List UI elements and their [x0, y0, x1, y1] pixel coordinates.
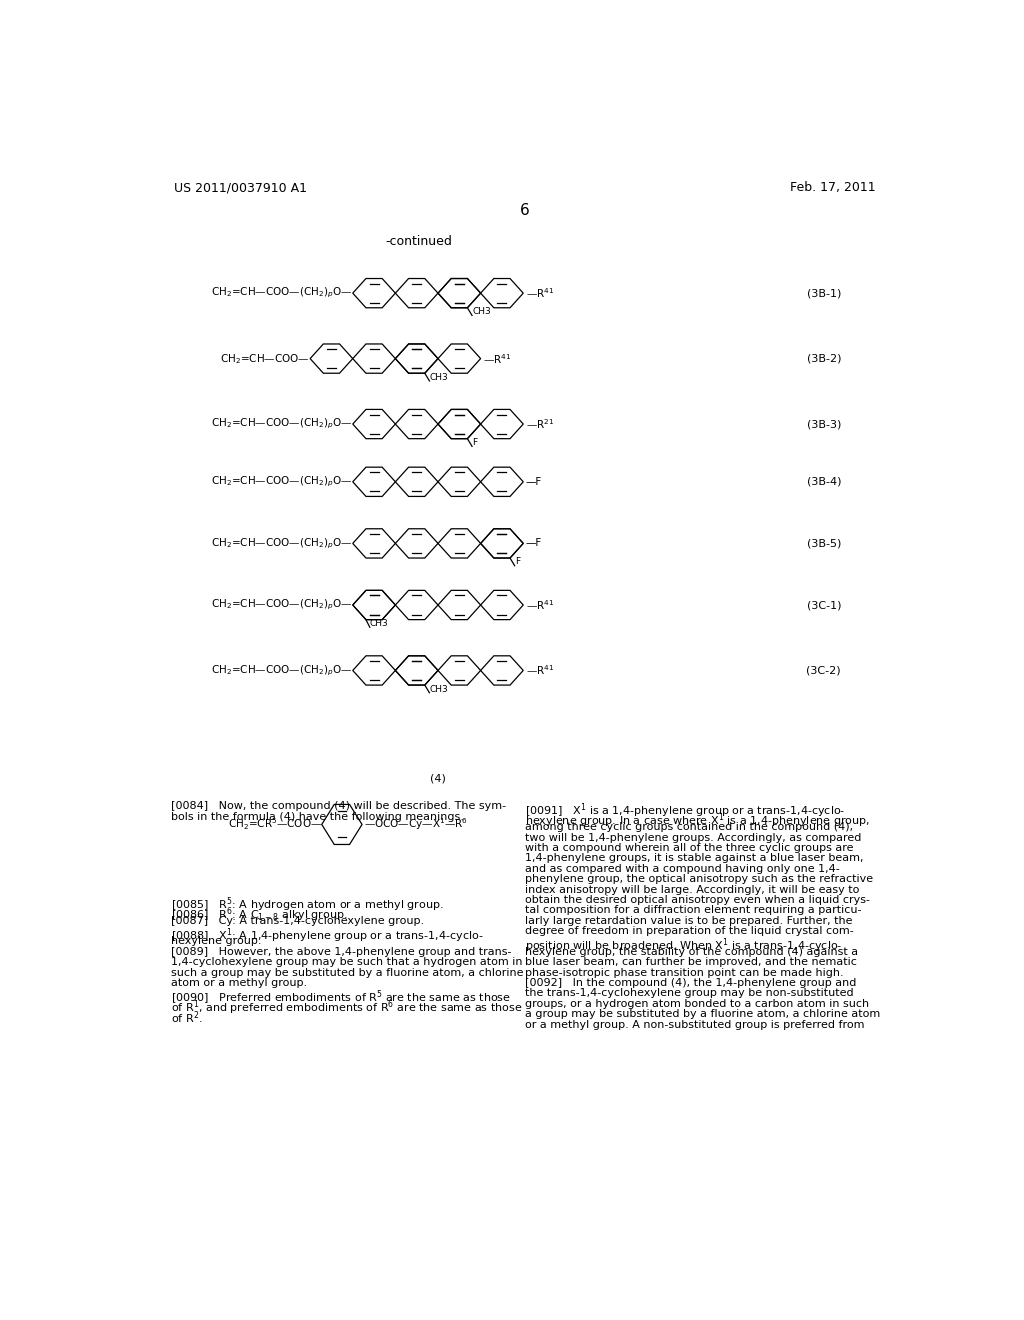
Text: such a group may be substituted by a fluorine atom, a chlorine: such a group may be substituted by a flu… [171, 968, 523, 978]
Text: CH$_2$=CH—COO—(CH$_2$)$_{p}$O—: CH$_2$=CH—COO—(CH$_2$)$_{p}$O— [211, 663, 352, 677]
Text: [0089]   However, the above 1,4-phenylene group and trans-: [0089] However, the above 1,4-phenylene … [171, 946, 511, 957]
Text: [0087]   Cy: A trans-1,4-cyclohexylene group.: [0087] Cy: A trans-1,4-cyclohexylene gro… [171, 916, 424, 925]
Text: groups, or a hydrogen atom bonded to a carbon atom in such: groups, or a hydrogen atom bonded to a c… [524, 999, 869, 1008]
Text: F: F [472, 438, 477, 447]
Text: CH3: CH3 [370, 619, 388, 628]
Text: [0088]   X$^1$: A 1,4-phenylene group or a trans-1,4-cyclo-: [0088] X$^1$: A 1,4-phenylene group or a… [171, 927, 483, 945]
Text: (3B-5): (3B-5) [807, 539, 841, 548]
Text: the trans-1,4-cyclohexylene group may be non-substituted: the trans-1,4-cyclohexylene group may be… [524, 989, 853, 998]
Text: position will be broadened. When X$^1$ is a trans-1,4-cyclo-: position will be broadened. When X$^1$ i… [524, 936, 842, 956]
Text: [0090]   Preferred embodiments of R$^5$ are the same as those: [0090] Preferred embodiments of R$^5$ ar… [171, 989, 511, 1007]
Text: —F: —F [525, 477, 542, 487]
Text: (3B-2): (3B-2) [807, 354, 841, 363]
Text: among three cyclic groups contained in the compound (4),: among three cyclic groups contained in t… [524, 822, 853, 832]
Text: -continued: -continued [385, 235, 452, 248]
Text: CH$_2$=CH—COO—(CH$_2$)$_{p}$O—: CH$_2$=CH—COO—(CH$_2$)$_{p}$O— [211, 286, 352, 301]
Text: US 2011/0037910 A1: US 2011/0037910 A1 [174, 181, 307, 194]
Text: degree of freedom in preparation of the liquid crystal com-: degree of freedom in preparation of the … [524, 927, 854, 936]
Text: (4): (4) [430, 774, 446, 783]
Text: 1,4-phenylene groups, it is stable against a blue laser beam,: 1,4-phenylene groups, it is stable again… [524, 853, 863, 863]
Text: —R$^{41}$: —R$^{41}$ [483, 351, 511, 366]
Text: [0092]   In the compound (4), the 1,4-phenylene group and: [0092] In the compound (4), the 1,4-phen… [524, 978, 856, 989]
Text: and as compared with a compound having only one 1,4-: and as compared with a compound having o… [524, 863, 840, 874]
Text: —F: —F [525, 539, 542, 548]
Text: CH$_2$=CH—COO—(CH$_2$)$_{p}$O—: CH$_2$=CH—COO—(CH$_2$)$_{p}$O— [211, 536, 352, 550]
Text: —R$^{41}$: —R$^{41}$ [525, 286, 554, 300]
Text: with a compound wherein all of the three cyclic groups are: with a compound wherein all of the three… [524, 843, 853, 853]
Text: 6: 6 [520, 203, 529, 218]
Text: blue laser beam, can further be improved, and the nematic: blue laser beam, can further be improved… [524, 957, 857, 968]
Text: phase-isotropic phase transition point can be made high.: phase-isotropic phase transition point c… [524, 968, 844, 978]
Text: [0085]   R$^5$: A hydrogen atom or a methyl group.: [0085] R$^5$: A hydrogen atom or a methy… [171, 895, 443, 913]
Text: (3C-2): (3C-2) [806, 665, 841, 676]
Text: [0086]   R$^6$: A C$_{1-8}$ alkyl group.: [0086] R$^6$: A C$_{1-8}$ alkyl group. [171, 906, 347, 924]
Text: (3B-4): (3B-4) [807, 477, 841, 487]
Text: a group may be substituted by a fluorine atom, a chlorine atom: a group may be substituted by a fluorine… [524, 1010, 880, 1019]
Text: of R$^1$, and preferred embodiments of R$^6$ are the same as those: of R$^1$, and preferred embodiments of R… [171, 999, 522, 1018]
Text: —R$^{21}$: —R$^{21}$ [525, 417, 554, 430]
Text: bols in the formula (4) have the following meanings.: bols in the formula (4) have the followi… [171, 812, 464, 822]
Text: F: F [515, 557, 520, 566]
Text: Feb. 17, 2011: Feb. 17, 2011 [791, 181, 876, 194]
Text: CH$_2$=CR$^5$—COO—: CH$_2$=CR$^5$—COO— [227, 817, 322, 832]
Text: (3B-1): (3B-1) [807, 288, 841, 298]
Text: [0084]   Now, the compound (4) will be described. The sym-: [0084] Now, the compound (4) will be des… [171, 801, 506, 812]
Text: atom or a methyl group.: atom or a methyl group. [171, 978, 307, 989]
Text: CH3: CH3 [429, 372, 449, 381]
Text: CH$_2$=CH—COO—(CH$_2$)$_{p}$O—: CH$_2$=CH—COO—(CH$_2$)$_{p}$O— [211, 475, 352, 488]
Text: CH3: CH3 [472, 308, 490, 317]
Text: index anisotropy will be large. Accordingly, it will be easy to: index anisotropy will be large. Accordin… [524, 884, 859, 895]
Text: CH3: CH3 [429, 685, 449, 693]
Text: obtain the desired optical anisotropy even when a liquid crys-: obtain the desired optical anisotropy ev… [524, 895, 869, 906]
Text: —R$^{41}$: —R$^{41}$ [525, 664, 554, 677]
Text: (3C-1): (3C-1) [807, 601, 841, 610]
Text: hexylene group. In a case where X$^1$ is a 1,4-phenylene group,: hexylene group. In a case where X$^1$ is… [524, 812, 870, 830]
Text: larly large retardation value is to be prepared. Further, the: larly large retardation value is to be p… [524, 916, 852, 925]
Text: (3B-3): (3B-3) [807, 418, 841, 429]
Text: hexylene group, the stability of the compound (4) against a: hexylene group, the stability of the com… [524, 946, 858, 957]
Text: —R$^{41}$: —R$^{41}$ [525, 598, 554, 612]
Text: or a methyl group. A non-substituted group is preferred from: or a methyl group. A non-substituted gro… [524, 1019, 864, 1030]
Text: tal composition for a diffraction element requiring a particu-: tal composition for a diffraction elemen… [524, 906, 861, 915]
Text: two will be 1,4-phenylene groups. Accordingly, as compared: two will be 1,4-phenylene groups. Accord… [524, 833, 861, 842]
Text: CH$_2$=CH—COO—: CH$_2$=CH—COO— [220, 351, 310, 366]
Text: 1,4-cyclohexylene group may be such that a hydrogen atom in: 1,4-cyclohexylene group may be such that… [171, 957, 522, 968]
Text: hexylene group.: hexylene group. [171, 936, 261, 946]
Text: CH$_2$=CH—COO—(CH$_2$)$_{p}$O—: CH$_2$=CH—COO—(CH$_2$)$_{p}$O— [211, 417, 352, 432]
Text: [0091]   X$^1$ is a 1,4-phenylene group or a trans-1,4-cyclo-: [0091] X$^1$ is a 1,4-phenylene group or… [524, 801, 845, 820]
Text: of R$^2$.: of R$^2$. [171, 1010, 203, 1026]
Text: CH$_2$=CH—COO—(CH$_2$)$_{p}$O—: CH$_2$=CH—COO—(CH$_2$)$_{p}$O— [211, 598, 352, 612]
Text: —OCO—Cy—X$^1$—R$^6$: —OCO—Cy—X$^1$—R$^6$ [365, 817, 468, 833]
Text: phenylene group, the optical anisotropy such as the refractive: phenylene group, the optical anisotropy … [524, 874, 872, 884]
